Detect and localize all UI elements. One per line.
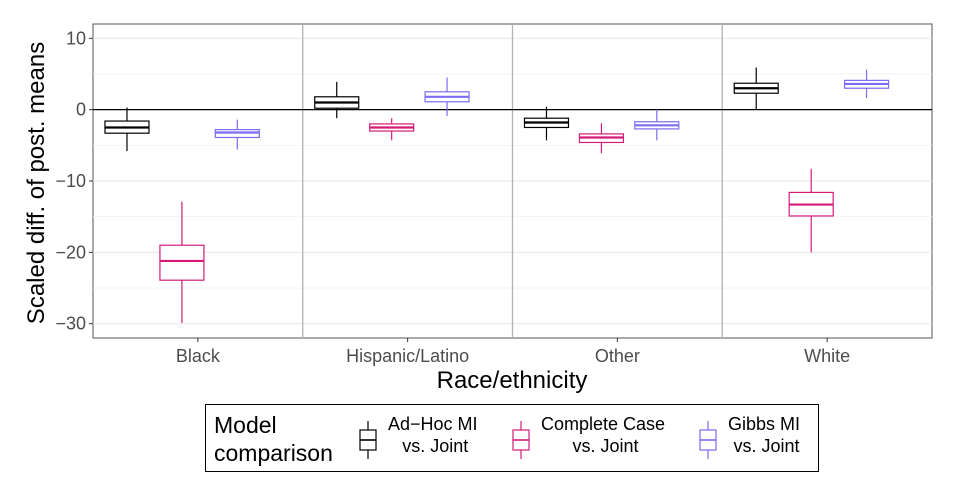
legend-key-gibbs-icon xyxy=(699,421,717,459)
legend-item-gibbs: Gibbs MI vs. Joint xyxy=(698,413,818,465)
x-tick-label: Black xyxy=(176,346,221,366)
box xyxy=(159,244,205,281)
y-tick-label: 10 xyxy=(66,28,86,48)
boxplot-chart: 10 0 −10 −20 −30 Black Hispanic/Latino Other Wh… xyxy=(23,23,933,394)
boxes xyxy=(104,67,890,324)
legend-key-complete-case-icon xyxy=(512,421,530,459)
y-axis-label: Scaled diff. of post. means xyxy=(23,42,50,324)
legend-key-adhoc-icon xyxy=(359,421,377,459)
x-tick-label: Hispanic/Latino xyxy=(346,346,469,366)
category-dividers xyxy=(302,24,723,338)
y-tick-label: 0 xyxy=(76,100,86,120)
legend-label-complete-case: Complete Case vs. Joint xyxy=(541,414,666,456)
legend-label-gibbs: Gibbs MI vs. Joint xyxy=(728,414,801,456)
x-tick-label: White xyxy=(804,346,850,366)
y-tick-label: −10 xyxy=(55,171,86,191)
legend-item-complete-case: Complete Case vs. Joint xyxy=(511,413,691,465)
legend-label-adhoc: Ad−Hoc MI vs. Joint xyxy=(388,414,478,456)
y-tick-label: −20 xyxy=(55,242,86,262)
y-axis-ticks: 10 0 −10 −20 −30 xyxy=(55,28,93,334)
legend-item-adhoc: Ad−Hoc MI vs. Joint xyxy=(358,413,498,465)
legend: Model comparison Ad−Hoc MI vs. Joint Com… xyxy=(205,404,819,472)
y-tick-label: −30 xyxy=(55,314,86,334)
x-axis-ticks: Black Hispanic/Latino Other White xyxy=(176,338,850,366)
legend-title: Model comparison xyxy=(214,412,333,466)
x-tick-label: Other xyxy=(595,346,640,366)
x-axis-label: Race/ethnicity xyxy=(437,367,588,394)
